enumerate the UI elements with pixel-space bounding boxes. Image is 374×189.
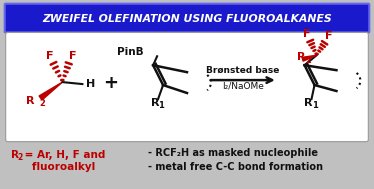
Text: 1: 1 [312,101,318,110]
Text: F: F [46,51,53,61]
Text: I₂/NaOMe: I₂/NaOMe [222,82,264,91]
Text: - metal free C-C bond formation: - metal free C-C bond formation [148,162,323,171]
FancyBboxPatch shape [5,4,369,33]
Text: R: R [151,98,159,108]
Text: R: R [10,149,19,160]
Text: H: H [86,79,96,89]
Text: Brønsted base: Brønsted base [206,66,279,75]
Text: 2: 2 [18,153,23,162]
Text: ZWEIFEL OLEFINATION USING FLUOROALKANES: ZWEIFEL OLEFINATION USING FLUOROALKANES [42,14,332,24]
Polygon shape [302,55,316,61]
Text: F: F [325,31,332,41]
Text: - RCF₂H as masked nucleophile: - RCF₂H as masked nucleophile [148,148,318,158]
FancyBboxPatch shape [6,33,368,142]
Text: R: R [26,96,34,106]
Text: +: + [103,74,118,92]
Text: PinB: PinB [117,47,143,57]
Text: = Ar, H, F and: = Ar, H, F and [21,149,105,160]
Text: 2: 2 [40,99,45,108]
Text: 2: 2 [306,56,312,65]
Text: R: R [304,98,313,108]
Text: fluoroalkyl: fluoroalkyl [21,163,95,173]
Text: F: F [69,51,76,61]
Polygon shape [39,82,62,100]
Text: F: F [303,29,310,40]
Text: 1: 1 [158,101,164,110]
Text: R: R [297,52,306,62]
